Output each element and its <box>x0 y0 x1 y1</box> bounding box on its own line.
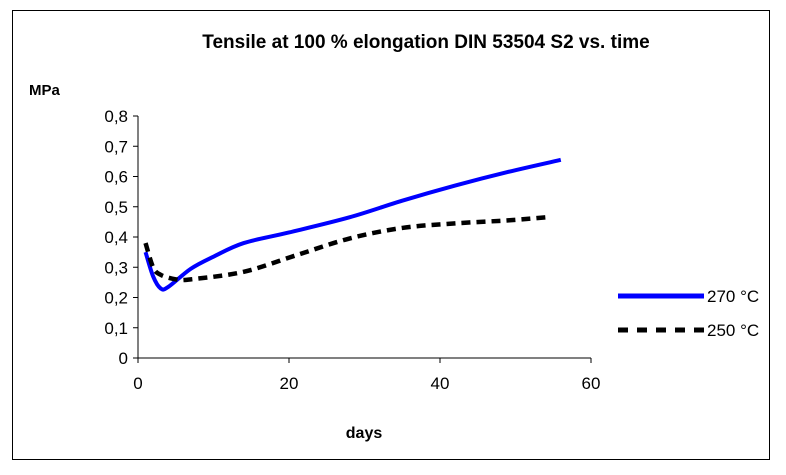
y-tick-label: 0,8 <box>104 107 128 126</box>
x-axis-label: days <box>346 425 383 442</box>
chart-title: Tensile at 100 % elongation DIN 53504 S2… <box>202 32 649 53</box>
series-line-1 <box>143 157 562 292</box>
x-tick-label: 20 <box>280 374 299 393</box>
legend-label-2: 250 °C <box>707 321 759 340</box>
axes: 0 0,1 0,2 0,3 0,4 0,5 0,6 0,7 0,8 0 20 40 60 <box>104 107 600 393</box>
x-tick-label: 40 <box>431 374 450 393</box>
x-tick-label: 0 <box>133 374 142 393</box>
y-tick-label: 0,4 <box>104 228 128 247</box>
series-line-2 <box>143 215 546 283</box>
y-tick-label: 0 <box>119 349 128 368</box>
y-tick-label: 0,6 <box>104 168 128 187</box>
legend-label-1: 270 °C <box>707 287 759 306</box>
legend: 270 °C 250 °C <box>618 287 759 340</box>
y-tick-label: 0,2 <box>104 289 128 308</box>
y-tick-label: 0,5 <box>104 198 128 217</box>
y-tick-label: 0,3 <box>104 258 128 277</box>
x-tick-label: 60 <box>582 374 601 393</box>
y-axis-unit: MPa <box>29 82 61 99</box>
y-tick-label: 0,1 <box>104 319 128 338</box>
y-tick-label: 0,7 <box>104 137 128 156</box>
series-layer <box>143 157 562 292</box>
